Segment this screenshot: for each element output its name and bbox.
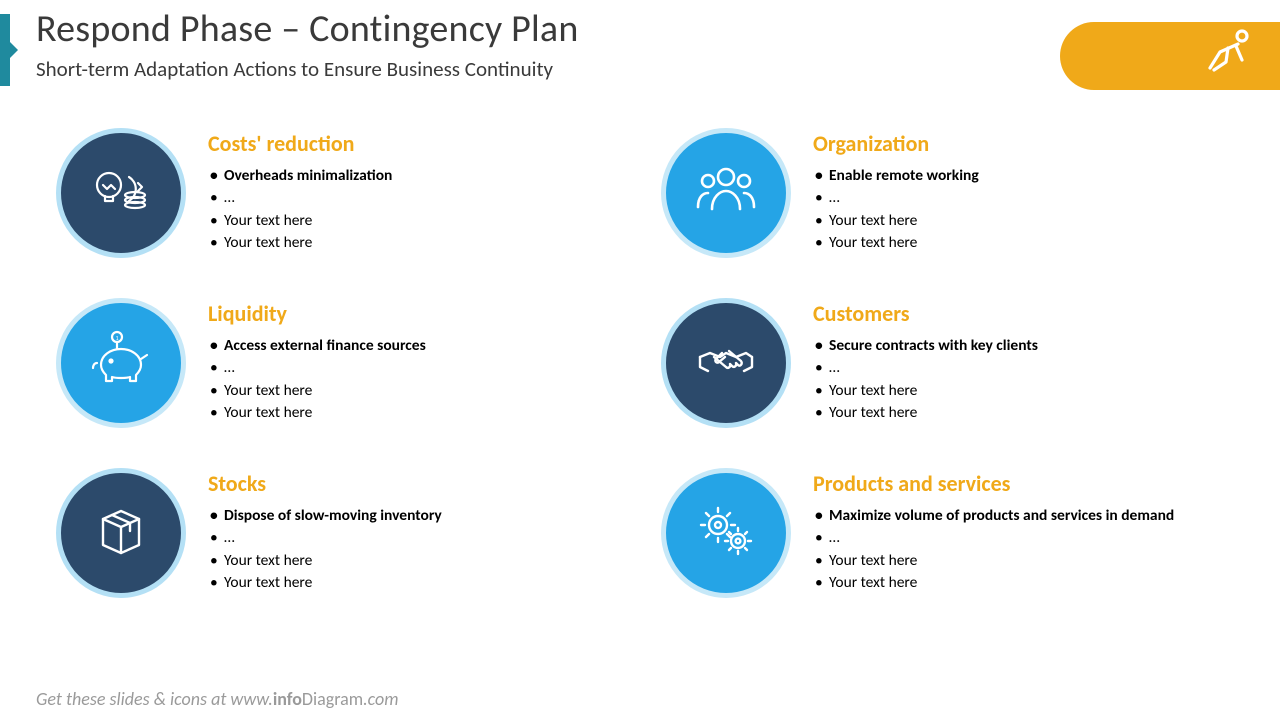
handshake-icon	[694, 329, 758, 398]
card-products: Products and services Maximize volume of …	[661, 468, 1226, 598]
card-body: Products and services Maximize volume of …	[813, 468, 1174, 595]
card-bullets: Maximize volume of products and services…	[813, 505, 1174, 595]
card-liquidity: Liquidity Access external finance sources…	[56, 298, 621, 428]
card-icon-circle	[56, 468, 186, 598]
slide-header: Respond Phase – Contingency Plan Short-t…	[36, 6, 578, 82]
card-title: Organization	[813, 130, 979, 157]
bullet-item: …	[208, 187, 392, 209]
bulb-coins-icon	[89, 159, 153, 228]
footer-brand-rest: Diagram	[302, 688, 363, 710]
piggy-bank-icon	[89, 329, 153, 398]
bullet-item: Maximize volume of products and services…	[813, 505, 1174, 527]
footer-brand-bold: info	[273, 688, 302, 710]
card-body: Liquidity Access external finance sources…	[208, 298, 426, 425]
bullet-item: Your text here	[208, 572, 442, 594]
bullet-item: Your text here	[813, 232, 979, 254]
phase-badge	[1060, 22, 1280, 90]
crawling-person-icon	[1198, 26, 1254, 87]
footer-prefix: Get these slides & icons at www.	[36, 688, 273, 710]
card-bullets: Enable remote working…Your text hereYour…	[813, 165, 979, 255]
bullet-item: …	[813, 187, 979, 209]
bullet-item: Your text here	[208, 380, 426, 402]
card-costs: Costs' reduction Overheads minimalization…	[56, 128, 621, 258]
bullet-item: …	[813, 527, 1174, 549]
bullet-item: Your text here	[813, 550, 1174, 572]
card-icon-circle	[661, 468, 791, 598]
bullet-item: Access external finance sources	[208, 335, 426, 357]
bullet-item: Your text here	[208, 210, 392, 232]
card-customers: Customers Secure contracts with key clien…	[661, 298, 1226, 428]
bullet-item: Your text here	[208, 402, 426, 424]
bullet-item: Your text here	[813, 402, 1038, 424]
bullet-item: Secure contracts with key clients	[813, 335, 1038, 357]
bullet-item: …	[208, 357, 426, 379]
bullet-item: …	[813, 357, 1038, 379]
card-title: Liquidity	[208, 300, 426, 327]
card-bullets: Access external finance sources…Your tex…	[208, 335, 426, 425]
card-bullets: Dispose of slow-moving inventory…Your te…	[208, 505, 442, 595]
bullet-item: …	[208, 527, 442, 549]
accent-bar	[0, 14, 10, 86]
card-icon-circle	[56, 298, 186, 428]
card-organization: OrganizationEnable remote working…Your t…	[661, 128, 1226, 258]
bullet-item: Your text here	[208, 550, 442, 572]
footer-attribution: Get these slides & icons at www.infoDiag…	[36, 688, 398, 710]
card-title: Products and services	[813, 470, 1174, 497]
bullet-item: Dispose of slow-moving inventory	[208, 505, 442, 527]
card-title: Costs' reduction	[208, 130, 392, 157]
bullet-item: Your text here	[208, 232, 392, 254]
card-title: Customers	[813, 300, 1038, 327]
bullet-item: Your text here	[813, 380, 1038, 402]
card-body: Customers Secure contracts with key clien…	[813, 298, 1038, 425]
bullet-item: Your text here	[813, 572, 1174, 594]
card-body: OrganizationEnable remote working…Your t…	[813, 128, 979, 255]
card-title: Stocks	[208, 470, 442, 497]
card-icon-circle	[56, 128, 186, 258]
gears-icon	[694, 499, 758, 568]
card-body: Costs' reduction Overheads minimalization…	[208, 128, 392, 255]
card-icon-circle	[661, 128, 791, 258]
card-icon-circle	[661, 298, 791, 428]
cards-grid: Costs' reduction Overheads minimalization…	[56, 128, 1226, 598]
card-stocks: StocksDispose of slow-moving inventory…Y…	[56, 468, 621, 598]
box-icon	[89, 499, 153, 568]
bullet-item: Enable remote working	[813, 165, 979, 187]
slide-title: Respond Phase – Contingency Plan	[36, 6, 578, 52]
footer-suffix: .com	[363, 688, 398, 710]
card-body: StocksDispose of slow-moving inventory…Y…	[208, 468, 442, 595]
bullet-item: Overheads minimalization	[208, 165, 392, 187]
bullet-item: Your text here	[813, 210, 979, 232]
slide-subtitle: Short-term Adaptation Actions to Ensure …	[36, 56, 578, 82]
card-bullets: Overheads minimalization…Your text hereY…	[208, 165, 392, 255]
people-icon	[694, 159, 758, 228]
card-bullets: Secure contracts with key clients…Your t…	[813, 335, 1038, 425]
